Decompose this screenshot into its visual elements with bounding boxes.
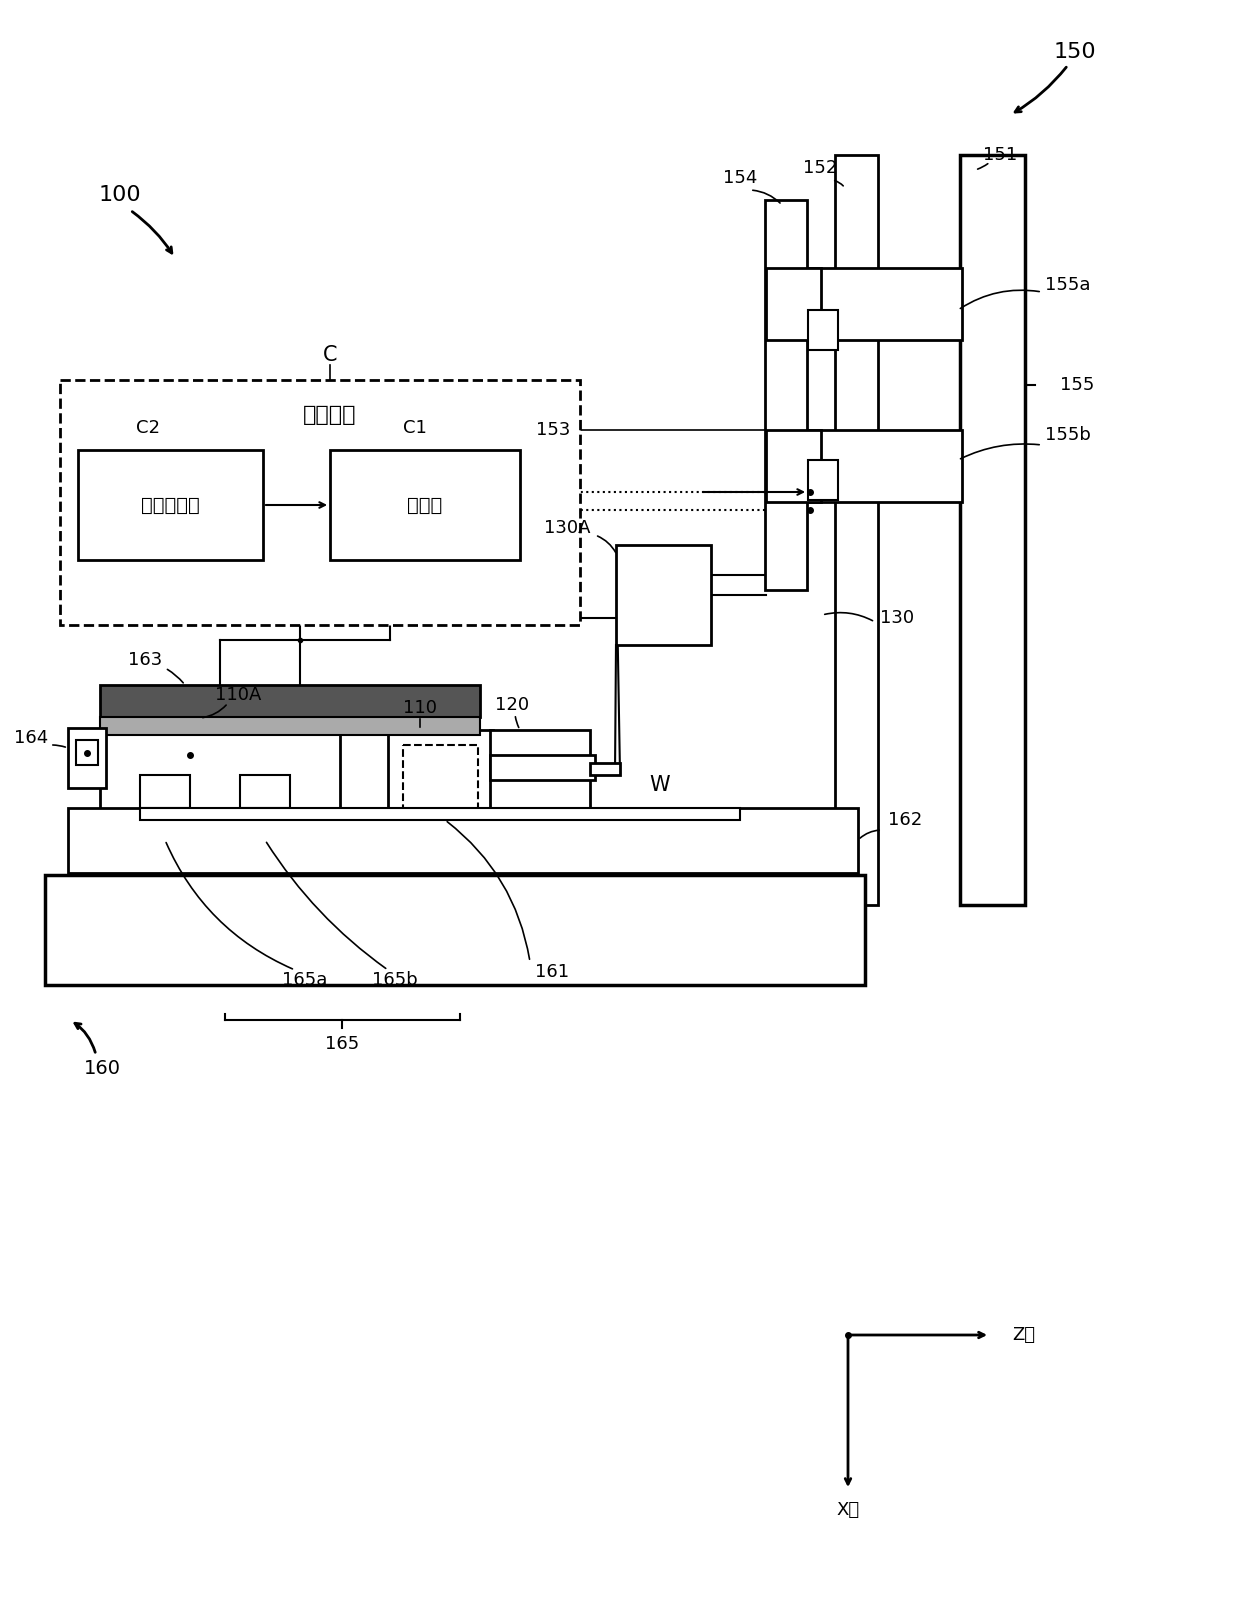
Text: 151: 151 bbox=[983, 146, 1017, 164]
Text: 165a: 165a bbox=[283, 972, 327, 989]
Text: 120: 120 bbox=[495, 696, 529, 714]
Bar bbox=[78, 449, 263, 560]
Text: 165: 165 bbox=[325, 1035, 360, 1053]
Bar bbox=[60, 380, 580, 624]
Text: 100: 100 bbox=[99, 185, 141, 204]
Bar bbox=[100, 684, 480, 717]
Bar bbox=[490, 754, 595, 780]
Bar bbox=[490, 730, 590, 840]
Text: 160: 160 bbox=[83, 1059, 120, 1077]
Bar bbox=[140, 808, 740, 821]
Text: 155: 155 bbox=[1060, 376, 1095, 394]
Bar bbox=[100, 717, 480, 735]
Bar bbox=[960, 156, 1025, 905]
Text: Z轴: Z轴 bbox=[1012, 1327, 1035, 1345]
Text: 控制部: 控制部 bbox=[408, 495, 443, 514]
Text: 130A: 130A bbox=[543, 519, 590, 537]
Bar bbox=[808, 461, 838, 500]
Bar bbox=[68, 808, 858, 873]
Text: 164: 164 bbox=[14, 728, 48, 748]
Text: 155b: 155b bbox=[1045, 427, 1091, 444]
Text: 110: 110 bbox=[403, 699, 436, 717]
Bar bbox=[403, 744, 477, 826]
Bar bbox=[388, 730, 494, 840]
Text: 150: 150 bbox=[1054, 42, 1096, 62]
Bar bbox=[76, 740, 98, 766]
Text: C1: C1 bbox=[403, 418, 427, 436]
Text: 110A: 110A bbox=[215, 686, 262, 704]
Bar bbox=[140, 775, 190, 808]
Text: 153: 153 bbox=[536, 422, 570, 440]
Bar bbox=[100, 719, 340, 848]
Bar bbox=[616, 545, 711, 646]
Text: C2: C2 bbox=[136, 418, 160, 436]
Text: 161: 161 bbox=[534, 963, 569, 981]
Bar bbox=[835, 156, 878, 905]
Text: 155a: 155a bbox=[1045, 276, 1090, 294]
Bar bbox=[766, 430, 821, 501]
Text: 165b: 165b bbox=[372, 972, 418, 989]
Bar bbox=[45, 874, 866, 985]
Text: 152: 152 bbox=[802, 159, 837, 177]
Bar bbox=[808, 310, 838, 350]
Bar bbox=[590, 762, 620, 775]
Text: 130: 130 bbox=[880, 608, 914, 628]
Text: X轴: X轴 bbox=[837, 1500, 859, 1518]
Bar bbox=[766, 268, 821, 341]
Text: 154: 154 bbox=[723, 169, 758, 187]
Bar bbox=[807, 268, 962, 341]
Bar bbox=[68, 728, 105, 788]
Bar bbox=[807, 430, 962, 501]
Text: 163: 163 bbox=[128, 650, 162, 668]
Text: C: C bbox=[322, 345, 337, 365]
Bar bbox=[241, 775, 290, 808]
Text: W: W bbox=[650, 775, 671, 795]
Bar bbox=[330, 449, 520, 560]
Text: 数值设定部: 数值设定部 bbox=[140, 495, 200, 514]
Bar bbox=[765, 200, 807, 590]
Text: 控制装置: 控制装置 bbox=[304, 406, 357, 425]
Text: 162: 162 bbox=[888, 811, 923, 829]
